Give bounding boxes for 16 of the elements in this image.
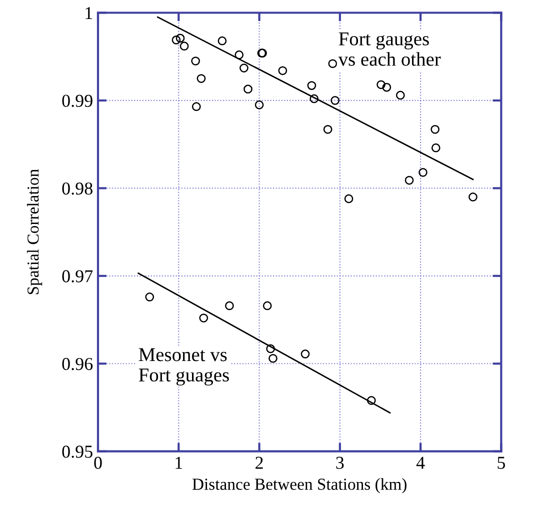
x-tick-label: 2 xyxy=(256,456,263,469)
y-tick-label: 0.96 xyxy=(62,358,93,370)
x-tick-label: 3 xyxy=(336,456,344,469)
annotation: Mesonet vs Fort guages xyxy=(138,348,229,386)
x-tick-label: 4 xyxy=(416,456,425,469)
y-tick-label: 0.99 xyxy=(62,94,92,107)
y-tick-label: 1 xyxy=(86,7,92,20)
y-tick-label: 0.97 xyxy=(62,270,93,282)
x-tick-label: 1 xyxy=(176,456,182,469)
y-axis-title: Spatial Correlation xyxy=(26,169,42,294)
x-tick-label: 5 xyxy=(498,456,506,469)
x-axis-title: Distance Between Stations (km) xyxy=(192,478,406,494)
x-tick-label: 0 xyxy=(94,456,102,469)
y-tick-label: 0.98 xyxy=(62,182,92,195)
y-tick-label: 0.95 xyxy=(62,446,92,458)
annotation: Fort gauges vs each other xyxy=(338,32,441,66)
